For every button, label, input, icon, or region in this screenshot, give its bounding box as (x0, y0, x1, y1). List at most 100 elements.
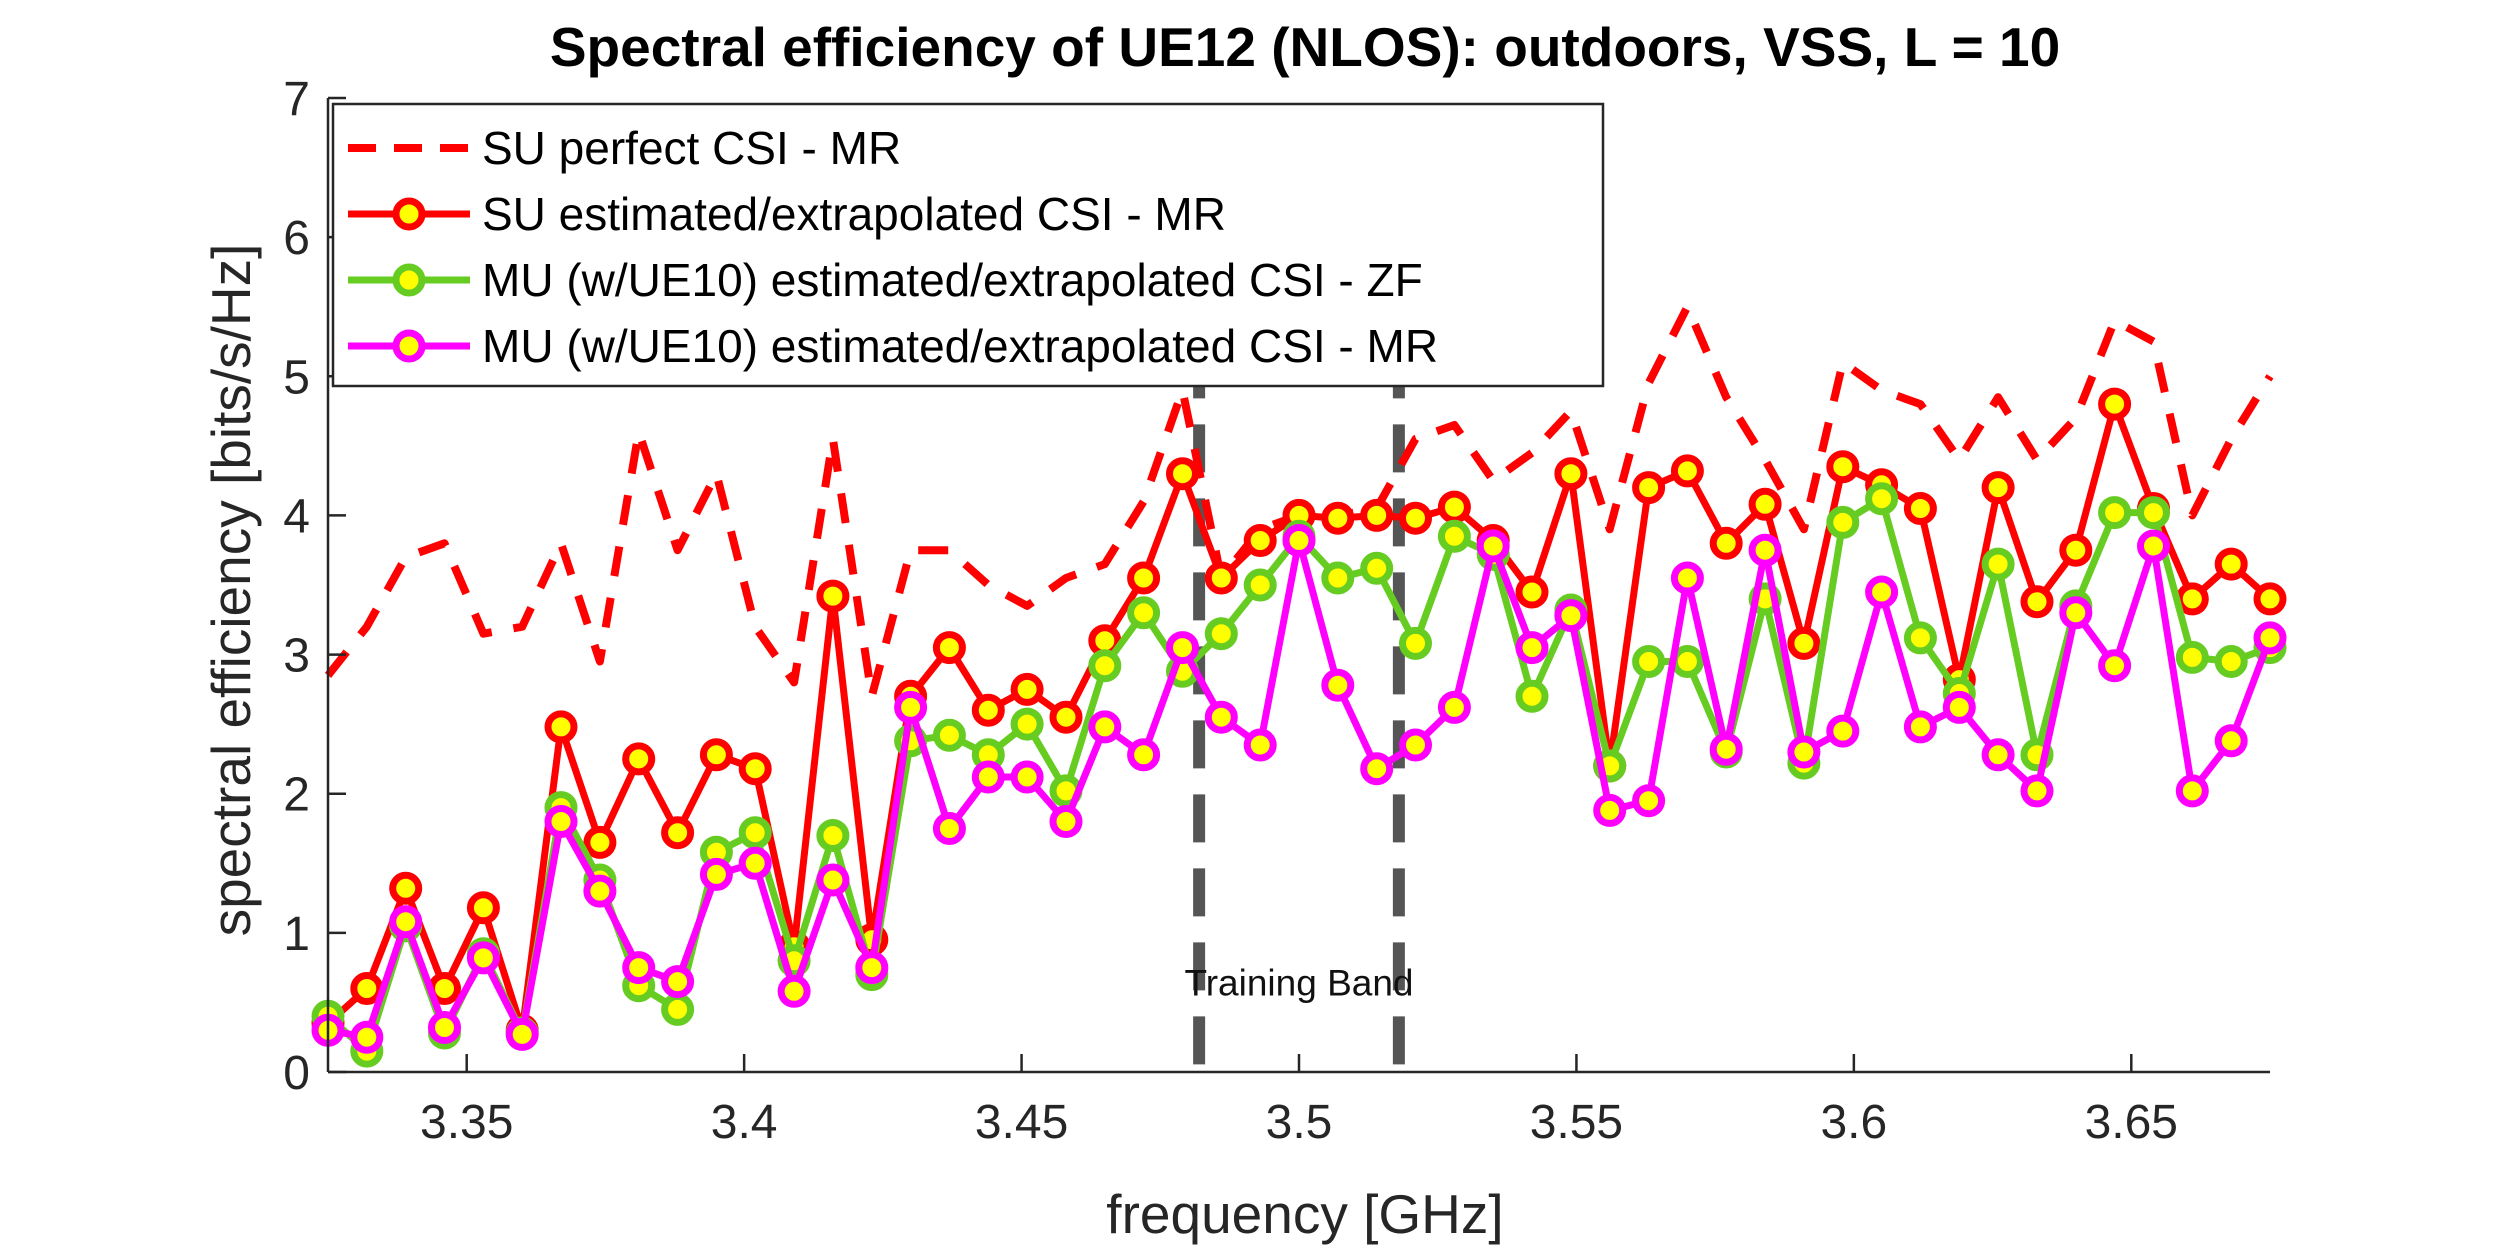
data-point (1865, 575, 1899, 609)
x-axis-ticks: 3.35 3.4 3.45 3.5 3.55 3.6 3.65 (420, 1054, 2178, 1149)
data-point (1437, 519, 1471, 553)
training-band-annotation: Training Band (1185, 962, 1414, 1003)
legend-item: MU (w/UE10) estimated/extrapolated CSI -… (348, 320, 1438, 372)
data-point (1515, 631, 1549, 665)
data-point (1981, 547, 2015, 581)
data-point (1554, 457, 1588, 491)
y-tick-label: 3 (283, 630, 310, 683)
data-point (816, 819, 850, 852)
data-point (389, 905, 423, 939)
data-point (583, 874, 617, 908)
data-point (622, 951, 656, 985)
data-point (466, 891, 500, 925)
data-point (1748, 533, 1782, 567)
y-axis-label: spectral efficiency [bits/s/Hz] (200, 244, 262, 937)
data-point (855, 951, 889, 985)
series-layer (311, 302, 2287, 1068)
legend-item: MU (w/UE10) estimated/extrapolated CSI -… (348, 254, 1423, 306)
data-point (1787, 626, 1821, 660)
data-point (1360, 551, 1394, 585)
data-point (1593, 793, 1627, 827)
data-point (1166, 457, 1199, 491)
data-point (1321, 501, 1355, 535)
data-point (2098, 496, 2132, 530)
data-point (1321, 561, 1355, 595)
x-tick-label: 3.55 (1530, 1096, 1623, 1149)
data-point (1399, 501, 1432, 535)
legend-item: SU estimated/extrapolated CSI - MR (348, 188, 1226, 240)
data-point (661, 816, 695, 850)
data-point (1632, 645, 1666, 678)
data-point (583, 825, 617, 859)
data-point (1088, 710, 1122, 744)
data-point (1204, 700, 1238, 734)
data-point (1166, 631, 1199, 665)
data-point (1204, 617, 1238, 651)
x-axis-label: frequency [GHz] (1106, 1183, 1503, 1245)
legend: SU perfect CSI - MR SU estimated/extrapol… (331, 102, 1605, 388)
data-point (1670, 645, 1704, 678)
data-point (2098, 387, 2132, 421)
data-point (1515, 679, 1549, 713)
data-point (1554, 599, 1588, 633)
data-point (1826, 505, 1860, 539)
data-point (1321, 668, 1355, 702)
legend-label: MU (w/UE10) estimated/extrapolated CSI -… (482, 254, 1423, 306)
legend-label: SU perfect CSI - MR (482, 122, 901, 174)
y-tick-label: 7 (283, 73, 310, 126)
data-point (1981, 738, 2015, 772)
y-tick-label: 2 (283, 769, 310, 822)
data-point (1787, 735, 1821, 769)
legend-box (331, 102, 1605, 388)
data-point (1670, 454, 1704, 488)
data-point (622, 742, 656, 776)
data-point (1903, 492, 1937, 525)
y-axis-ticks: 0 1 2 3 4 5 6 7 (283, 73, 346, 1100)
data-point (2098, 649, 2132, 683)
y-tick-label: 4 (283, 490, 310, 543)
data-point (738, 846, 772, 880)
data-point (1282, 524, 1316, 557)
data-point (350, 1020, 384, 1054)
data-point (816, 863, 850, 897)
data-point (1981, 471, 2015, 505)
data-point (1127, 561, 1161, 595)
data-point (2253, 582, 2287, 616)
data-point (1127, 596, 1161, 630)
x-tick-label: 3.35 (420, 1096, 513, 1149)
legend-swatch-marker (392, 263, 426, 297)
data-point (2137, 529, 2170, 563)
chart-title: Spectral efficiency of UE12 (NLOS): outd… (550, 16, 2060, 78)
data-point (738, 752, 772, 786)
data-point (2175, 582, 2209, 616)
data-point (1243, 728, 1277, 762)
x-tick-label: 3.5 (1266, 1096, 1333, 1149)
data-point (1243, 568, 1277, 602)
data-point (1748, 487, 1782, 521)
data-point (1670, 561, 1704, 595)
data-point (1515, 575, 1549, 609)
data-point (2020, 585, 2054, 619)
legend-item: SU perfect CSI - MR (348, 122, 901, 174)
data-point (1360, 752, 1394, 786)
data-point (1903, 710, 1937, 744)
series-mu-w-ue10-estimated-extrapolated-csi-mr (311, 524, 2287, 1054)
data-point (1360, 498, 1394, 532)
data-point (1049, 805, 1083, 838)
data-point (971, 760, 1005, 794)
data-point (1865, 482, 1899, 516)
data-point (2175, 640, 2209, 674)
data-point (1942, 690, 1976, 724)
data-point (699, 857, 733, 891)
legend-swatch-marker (392, 197, 426, 231)
data-point (1127, 738, 1161, 772)
data-point (932, 812, 966, 845)
data-point (2137, 496, 2170, 530)
data-point (816, 579, 850, 613)
y-tick-label: 5 (283, 351, 310, 404)
data-point (1476, 529, 1510, 563)
data-point (1826, 450, 1860, 484)
data-point (1399, 728, 1432, 762)
data-point (1709, 732, 1743, 766)
